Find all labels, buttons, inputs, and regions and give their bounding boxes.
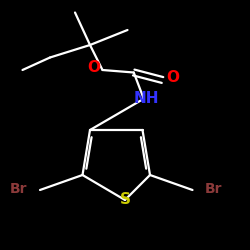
Text: S: S	[120, 192, 130, 208]
Text: Br: Br	[205, 182, 222, 196]
Text: NH: NH	[134, 91, 159, 106]
Text: Br: Br	[10, 182, 28, 196]
Text: O: O	[87, 60, 100, 75]
Text: O: O	[166, 70, 179, 85]
